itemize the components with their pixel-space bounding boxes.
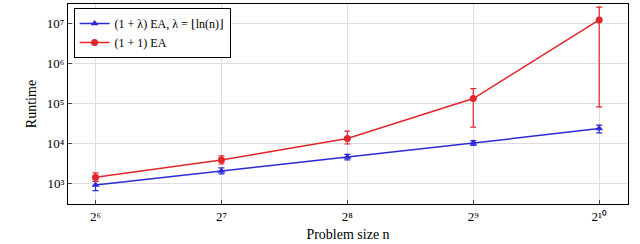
svg-text:Problem size n: Problem size n — [306, 227, 389, 242]
svg-text:2⁹: 2⁹ — [468, 209, 480, 224]
svg-text:10³: 10³ — [47, 176, 64, 191]
svg-text:10⁶: 10⁶ — [47, 56, 65, 71]
svg-text:10⁴: 10⁴ — [47, 136, 65, 151]
svg-text:(1 + λ) EA, λ = ⌊ln(n)⌋: (1 + λ) EA, λ = ⌊ln(n)⌋ — [115, 17, 225, 31]
svg-text:Runtime: Runtime — [24, 80, 39, 128]
svg-text:10⁷: 10⁷ — [47, 16, 65, 31]
svg-text:2⁸: 2⁸ — [342, 209, 354, 224]
svg-text:2⁷: 2⁷ — [216, 209, 227, 224]
svg-text:2⁶: 2⁶ — [90, 209, 101, 224]
svg-text:2¹⁰: 2¹⁰ — [591, 209, 606, 224]
svg-text:10⁵: 10⁵ — [47, 96, 65, 111]
svg-text:(1 + 1) EA: (1 + 1) EA — [115, 36, 167, 50]
